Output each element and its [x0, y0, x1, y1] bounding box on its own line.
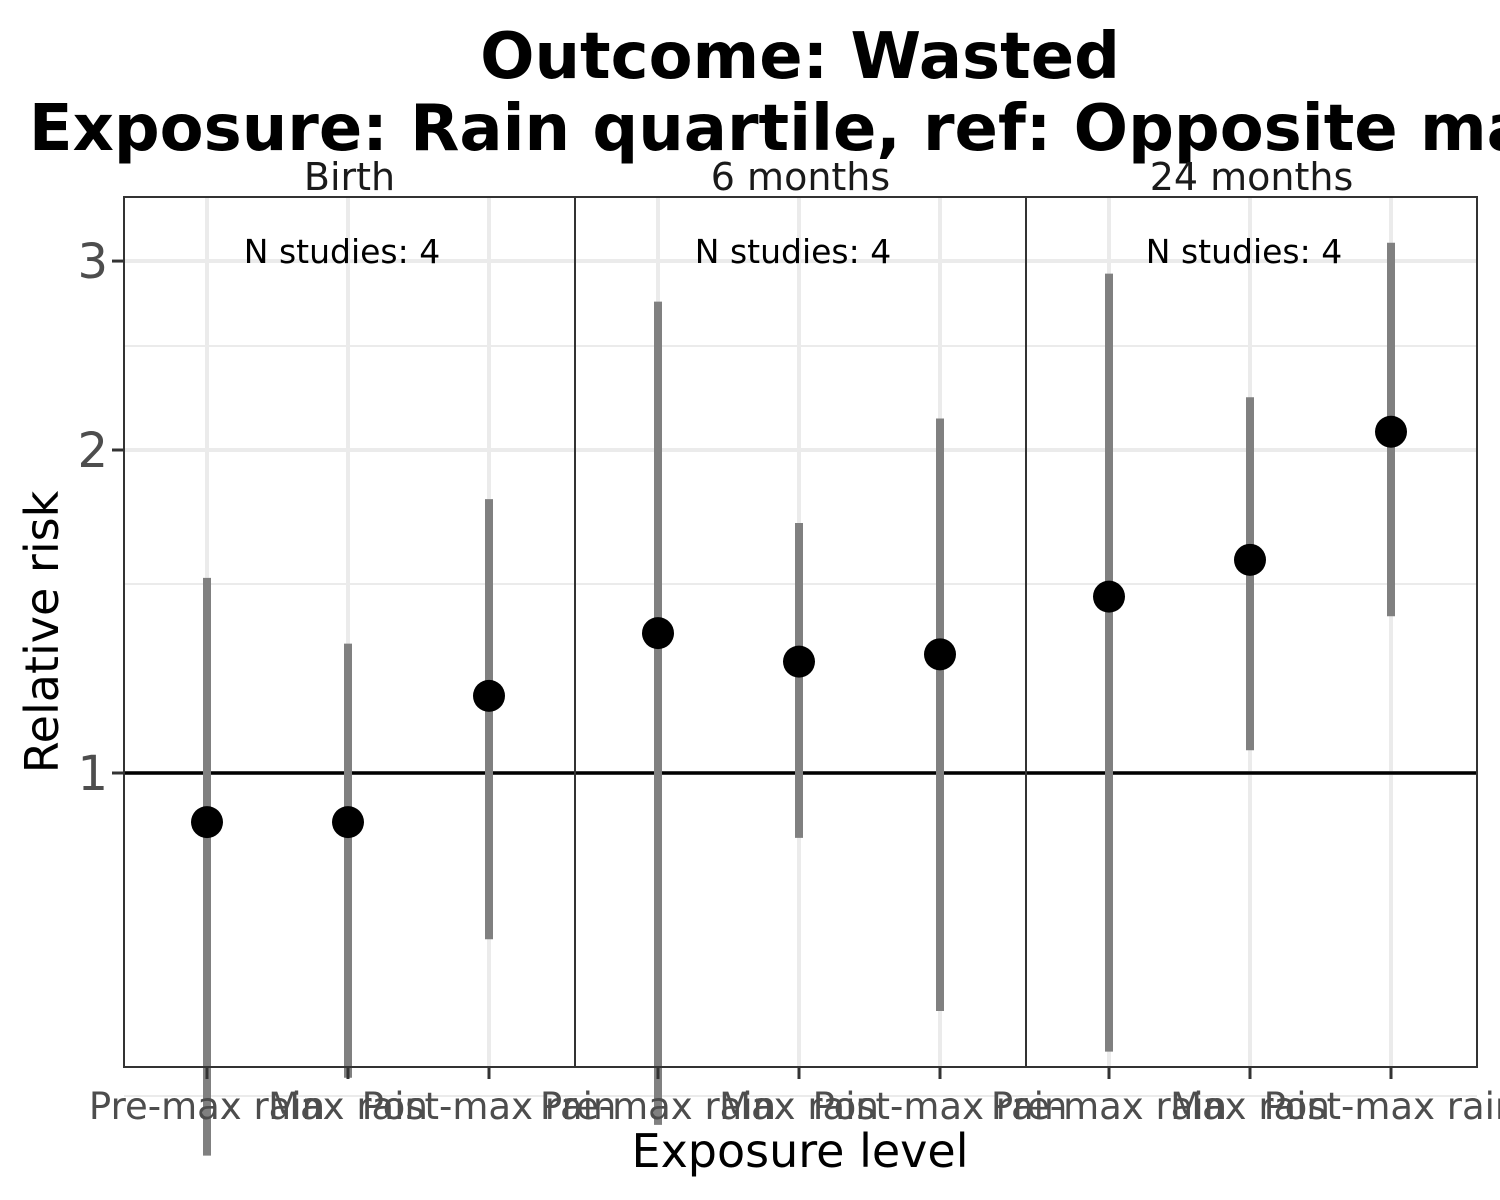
x-tick-label: Pre-max rain [89, 1085, 325, 1128]
x-tick-label: Post-max rain [1264, 1085, 1500, 1128]
facet-strip-label: 24 months [1150, 155, 1354, 199]
y-axis: 1 2 3 [77, 234, 124, 802]
x-axis-label: Exposure level [632, 1124, 969, 1178]
estimate-point [642, 617, 674, 650]
estimate-point [1093, 580, 1125, 613]
y-axis-label: Relative risk [15, 490, 69, 773]
estimate-point [1375, 415, 1407, 448]
x-tick-label: Post-max rain [362, 1085, 617, 1128]
estimate-point [924, 638, 956, 671]
n-studies-annotation: N studies: 4 [695, 232, 891, 271]
facet-strip-label: Birth [304, 155, 395, 199]
facet-strip-label: 6 months [711, 155, 890, 199]
x-tick-label: Max rain [1170, 1085, 1330, 1128]
y-tick-label: 2 [77, 423, 108, 479]
n-studies-annotation: N studies: 4 [244, 232, 440, 271]
n-studies-annotation: N studies: 4 [1146, 232, 1342, 271]
estimate-point [191, 806, 223, 839]
estimate-point [332, 806, 364, 839]
chart-subtitle: Exposure: Rain quartile, ref: Opposite m… [29, 92, 1500, 166]
x-tick-label: Max rain [719, 1085, 879, 1128]
x-tick-label: Pre-max rain [991, 1085, 1227, 1128]
y-tick-label: 3 [77, 234, 108, 290]
estimate-point [1234, 543, 1266, 576]
x-tick-label: Post-max rain [813, 1085, 1068, 1128]
x-tick-label: Max rain [268, 1085, 428, 1128]
chart-title: Outcome: Wasted [480, 20, 1120, 94]
estimate-point [473, 679, 505, 712]
x-tick-label: Pre-max rain [540, 1085, 776, 1128]
estimate-point [783, 645, 815, 678]
y-tick-label: 1 [77, 746, 108, 802]
